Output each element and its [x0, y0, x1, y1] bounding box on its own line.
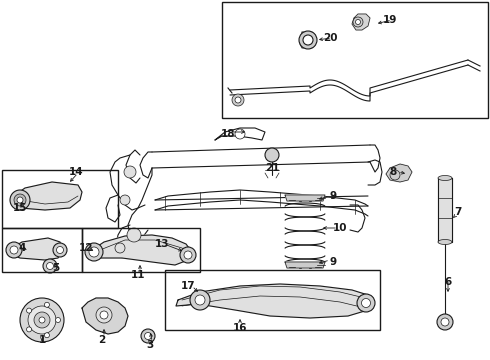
Bar — [2, 228, 82, 272]
Ellipse shape — [299, 31, 317, 49]
Ellipse shape — [55, 318, 60, 323]
Text: 21: 21 — [265, 163, 279, 173]
Ellipse shape — [303, 35, 313, 45]
Ellipse shape — [96, 307, 112, 323]
Text: 13: 13 — [155, 239, 169, 249]
Ellipse shape — [232, 94, 244, 106]
Text: 6: 6 — [444, 277, 452, 287]
Ellipse shape — [141, 329, 155, 343]
Text: 8: 8 — [390, 167, 396, 177]
Ellipse shape — [353, 17, 363, 27]
Ellipse shape — [235, 129, 245, 139]
Ellipse shape — [56, 247, 64, 253]
Ellipse shape — [145, 333, 151, 339]
Bar — [222, 2, 488, 118]
Ellipse shape — [115, 243, 125, 253]
Text: 19: 19 — [383, 15, 397, 25]
Text: 9: 9 — [329, 191, 337, 201]
Ellipse shape — [20, 298, 64, 342]
Ellipse shape — [39, 317, 45, 323]
Ellipse shape — [124, 166, 136, 178]
Ellipse shape — [26, 308, 31, 313]
Ellipse shape — [10, 246, 18, 254]
Text: 9: 9 — [329, 257, 337, 267]
Polygon shape — [88, 235, 192, 265]
Text: 20: 20 — [323, 33, 337, 43]
Ellipse shape — [127, 228, 141, 242]
Ellipse shape — [34, 312, 50, 328]
Text: 1: 1 — [38, 335, 46, 345]
Ellipse shape — [53, 243, 67, 257]
Text: 16: 16 — [233, 323, 247, 333]
Ellipse shape — [190, 290, 210, 310]
Polygon shape — [82, 298, 128, 334]
Text: 15: 15 — [13, 203, 27, 213]
Ellipse shape — [14, 194, 26, 206]
Text: 10: 10 — [333, 223, 347, 233]
Polygon shape — [438, 178, 452, 242]
Bar — [165, 270, 380, 330]
Bar — [2, 170, 118, 228]
Polygon shape — [352, 14, 370, 30]
Text: 7: 7 — [454, 207, 462, 217]
Text: 17: 17 — [181, 281, 196, 291]
Ellipse shape — [438, 239, 452, 244]
Polygon shape — [285, 262, 325, 268]
Polygon shape — [285, 195, 325, 201]
Ellipse shape — [85, 243, 103, 261]
Ellipse shape — [438, 175, 452, 180]
Ellipse shape — [265, 148, 279, 162]
Polygon shape — [300, 32, 314, 48]
Text: 12: 12 — [79, 243, 93, 253]
Ellipse shape — [437, 314, 453, 330]
Ellipse shape — [89, 247, 99, 257]
Ellipse shape — [390, 170, 400, 180]
Text: 5: 5 — [52, 263, 60, 273]
Ellipse shape — [26, 327, 31, 332]
Ellipse shape — [100, 311, 108, 319]
Ellipse shape — [184, 251, 192, 259]
Polygon shape — [10, 238, 62, 260]
Ellipse shape — [6, 242, 22, 258]
Ellipse shape — [195, 295, 205, 305]
Polygon shape — [386, 164, 412, 182]
Text: 4: 4 — [18, 243, 25, 253]
Ellipse shape — [362, 298, 370, 307]
Text: 3: 3 — [147, 340, 154, 350]
Ellipse shape — [441, 318, 449, 326]
Ellipse shape — [28, 306, 56, 334]
Text: 11: 11 — [131, 270, 145, 280]
Ellipse shape — [180, 247, 196, 263]
Ellipse shape — [45, 333, 49, 338]
Ellipse shape — [356, 19, 361, 24]
Text: 18: 18 — [221, 129, 235, 139]
Bar — [82, 228, 200, 272]
Ellipse shape — [357, 294, 375, 312]
Polygon shape — [12, 182, 82, 210]
Ellipse shape — [45, 302, 49, 307]
Text: 2: 2 — [98, 335, 106, 345]
Ellipse shape — [10, 190, 30, 210]
Ellipse shape — [43, 259, 57, 273]
Ellipse shape — [235, 97, 241, 103]
Ellipse shape — [17, 197, 23, 203]
Ellipse shape — [47, 262, 53, 270]
Ellipse shape — [120, 195, 130, 205]
Polygon shape — [176, 284, 372, 318]
Text: 14: 14 — [69, 167, 83, 177]
